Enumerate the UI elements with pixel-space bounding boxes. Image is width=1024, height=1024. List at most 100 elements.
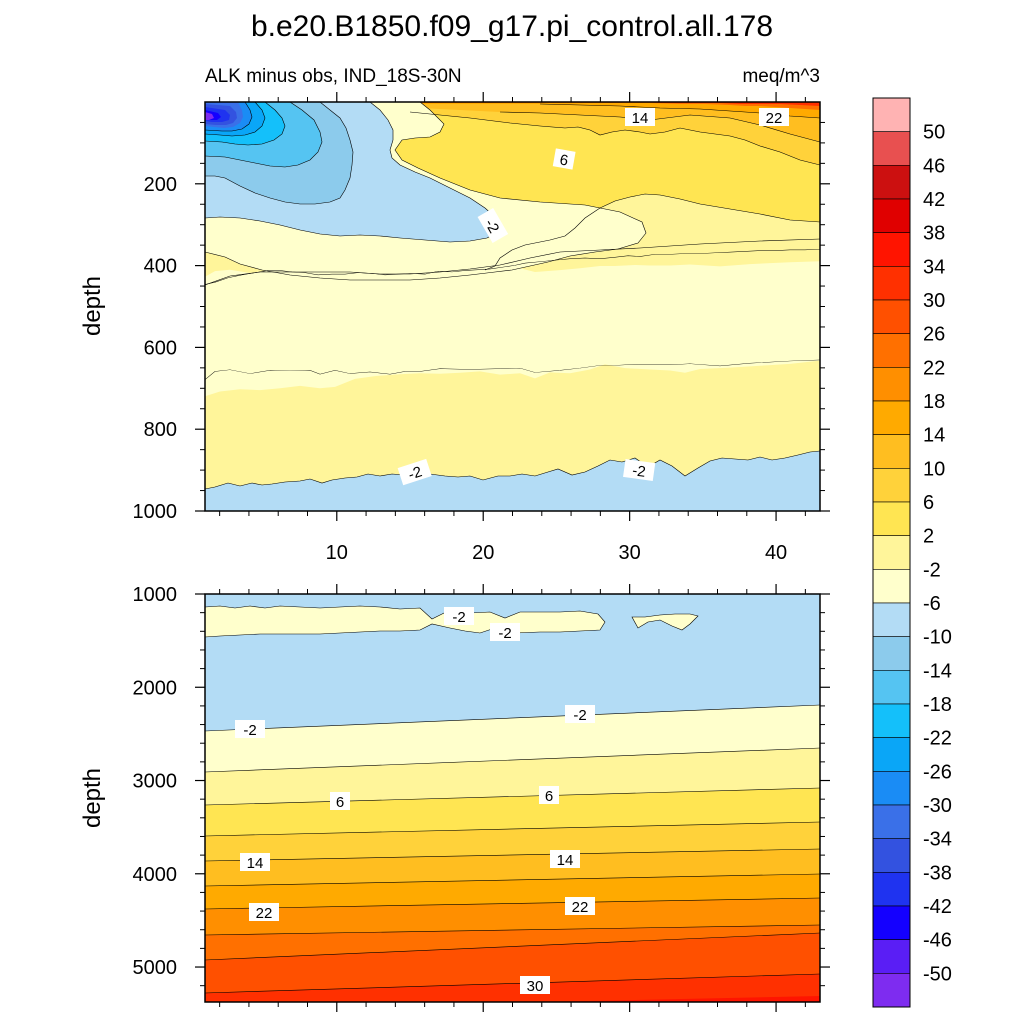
colorbar-swatch [872, 501, 911, 536]
top-axes: 200 400 600 800 1000 10 20 30 40 [133, 92, 830, 564]
contour-label-bg [397, 458, 432, 486]
colorbar-swatch [872, 434, 911, 469]
contour-label-bg [477, 208, 509, 243]
contour-label-text: 6 [558, 151, 569, 169]
bot-band-38-42 [540, 996, 820, 1002]
contour-label: -2 [444, 607, 474, 626]
contour-label: -2 [565, 705, 595, 724]
contour-label-text: -2 [243, 722, 256, 739]
contour-label-bg [625, 108, 655, 126]
colorbar-label: 14 [923, 425, 945, 447]
bottom-contour-lines [205, 605, 820, 994]
top-contour-line-j [205, 102, 266, 137]
colorbar-swatch [872, 636, 911, 671]
colorbar-label: 38 [923, 223, 945, 245]
bottom-axes: 1000 2000 3000 4000 5000 [133, 584, 830, 1012]
colorbar-swatch [872, 804, 911, 839]
colorbar-swatch [872, 198, 911, 233]
colorbar-label: 42 [923, 189, 945, 211]
contour-label: 30 [520, 976, 550, 995]
contour-label: -2 [235, 720, 265, 739]
chart-subtitle-left: ALK minus obs, IND_18S-30N [205, 66, 462, 87]
colorbar-swatch [872, 939, 911, 974]
colorbar-swatch [872, 333, 911, 368]
colorbar-swatch [872, 905, 911, 940]
top-contour-fill [205, 102, 820, 511]
colorbar-label: 30 [923, 290, 945, 312]
contour-label: 22 [565, 897, 595, 916]
colorbar-swatch [872, 535, 911, 570]
colorbar-swatch [872, 569, 911, 604]
contour-label-bg [623, 459, 656, 482]
bot-ytick-label: 5000 [133, 957, 178, 979]
bot-ytick-label: 2000 [133, 677, 178, 699]
top-contour-line-d [205, 450, 820, 490]
chart-title: b.e20.B1850.f09_g17.pi_control.all.178 [251, 10, 773, 43]
top-contour-line-i [205, 102, 286, 146]
contour-label: -2 [623, 459, 656, 482]
contour-label-text: -2 [498, 625, 511, 642]
colorbar-label: 6 [923, 492, 934, 514]
contour-label-text: -2 [406, 463, 424, 483]
contour-label-text: 14 [632, 110, 649, 127]
top-band-14-18 [205, 102, 820, 142]
colorbar-label: 26 [923, 324, 945, 346]
top-band-min [205, 112, 214, 120]
contour-label-text: -2 [573, 707, 586, 724]
top-contour-line-a [205, 248, 820, 285]
contour-label: 6 [330, 792, 350, 811]
colorbar-swatch [872, 232, 911, 267]
bot-contour-line-j [205, 924, 820, 936]
contour-label-text: -2 [452, 609, 465, 626]
contour-label: 6 [552, 148, 576, 170]
top-band-18-22 [205, 102, 820, 118]
top-ytick-label: 200 [144, 174, 177, 196]
colorbar-label: -42 [923, 896, 952, 918]
bot-band-m2-2-island [632, 614, 698, 630]
contour-label: -2 [477, 208, 509, 243]
top-ytick-label: 400 [144, 256, 177, 278]
bot-band-34-38 [205, 974, 820, 1002]
colorbar-swatch [872, 131, 911, 166]
contour-label-text: 6 [545, 788, 553, 805]
colorbar-label: -30 [923, 795, 952, 817]
top-panel: 200 400 600 800 1000 10 20 30 40 depth 14 22 6 -2 -2… [79, 92, 830, 564]
contour-label-bg [249, 903, 279, 921]
contour-label-text: 14 [247, 855, 264, 872]
top-ytick-label: 800 [144, 419, 177, 441]
top-contour-line-k [205, 102, 253, 132]
colorbar-label: -22 [923, 728, 952, 750]
colorbar-label: -26 [923, 761, 952, 783]
top-xtick-label: 20 [472, 542, 494, 564]
top-contour-line-h [205, 102, 323, 168]
colorbar-swatch [872, 973, 911, 1008]
colorbar-label: -38 [923, 862, 952, 884]
contour-label-text: 30 [527, 978, 544, 995]
bot-contour-line-c [205, 704, 820, 732]
contour-label-text: 22 [572, 899, 589, 916]
bot-contour-line-f [205, 821, 820, 837]
bot-band-top-edge [205, 594, 820, 598]
bot-contour-line-g [205, 848, 820, 862]
colorbar-swatch [872, 703, 911, 738]
bot-ytick-label: 1000 [133, 584, 178, 606]
colorbar-swatch [872, 771, 911, 806]
contour-label: 14 [625, 108, 655, 127]
colorbar-swatch [872, 872, 911, 907]
colorbar-label: 22 [923, 357, 945, 379]
top-xtick-label: 30 [619, 542, 641, 564]
contour-label-bg [235, 720, 265, 738]
colorbar-swatch [872, 670, 911, 705]
contour-label: 6 [539, 786, 559, 805]
top-contour-line-m [484, 193, 820, 271]
contour-label-bg [490, 623, 520, 641]
contour-label-bg [444, 607, 474, 625]
top-ytick-label: 600 [144, 337, 177, 359]
contour-label-bg [240, 853, 270, 871]
bot-contour-line-b [631, 613, 699, 631]
colorbar-swatch [872, 737, 911, 772]
contour-label-bg [539, 786, 559, 804]
